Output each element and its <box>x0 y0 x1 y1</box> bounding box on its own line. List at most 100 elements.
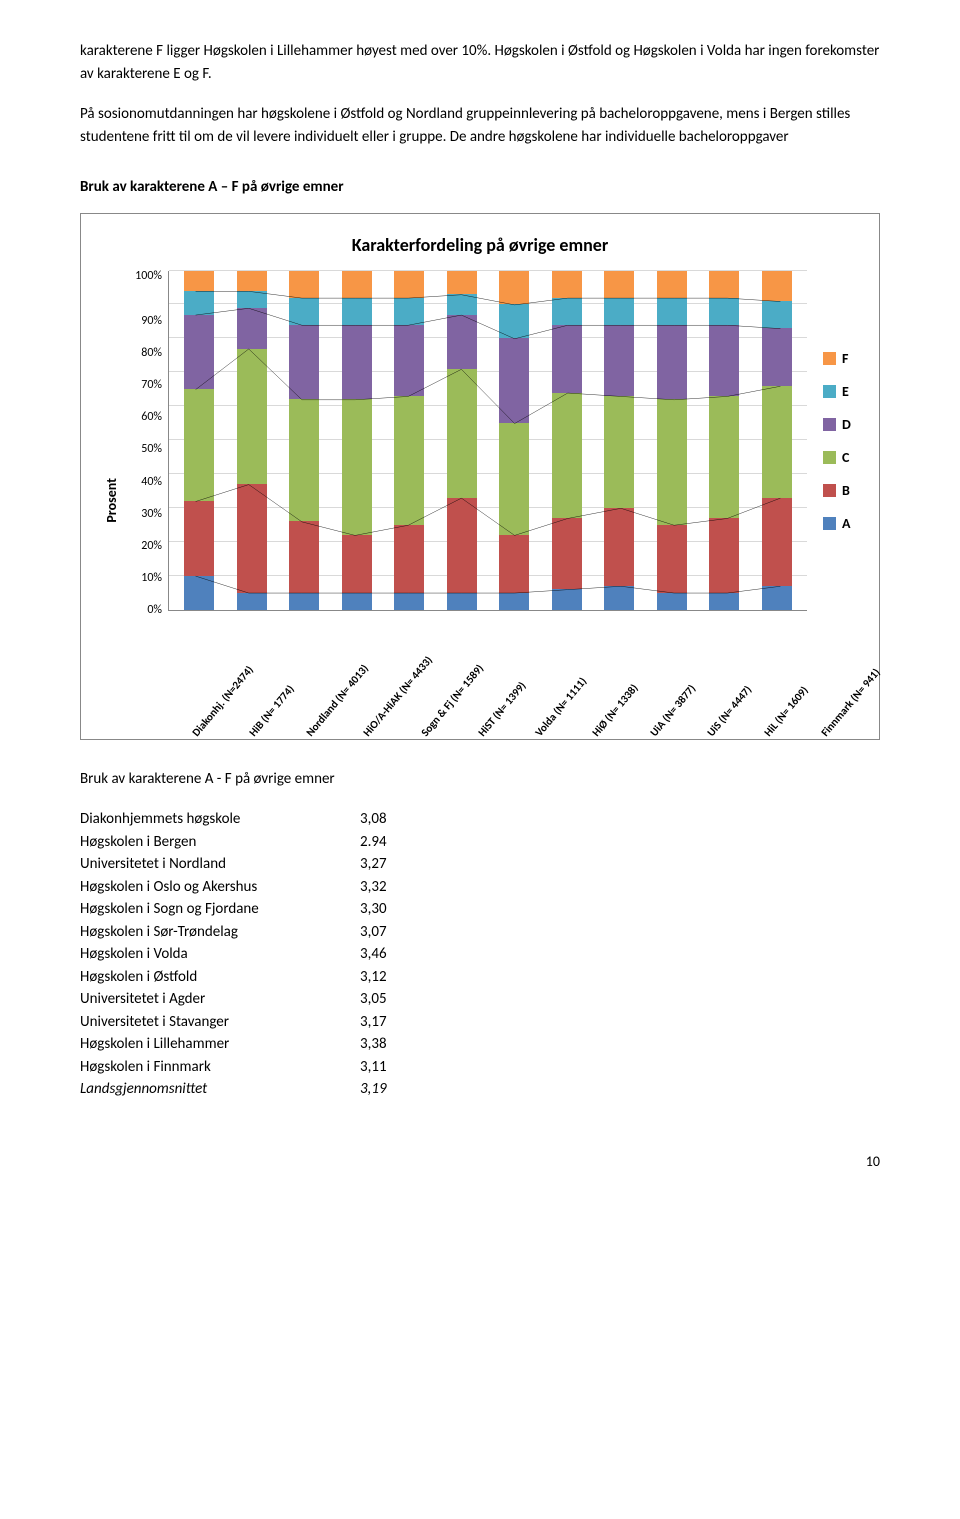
bar-segment-F <box>657 271 687 298</box>
bar-segment-D <box>342 325 372 400</box>
row-value: 3,46 <box>360 943 420 966</box>
bar-segment-D <box>604 325 634 396</box>
bar-segment-E <box>499 304 529 338</box>
y-tick: 60% <box>141 408 162 426</box>
bar-segment-B <box>709 518 739 593</box>
bar-segment-B <box>447 498 477 593</box>
bar-column <box>657 271 687 610</box>
bar-segment-A <box>499 593 529 610</box>
bar-segment-E <box>762 301 792 328</box>
bar-column <box>499 271 529 610</box>
bar-segment-D <box>552 325 582 393</box>
bar-segment-D <box>394 325 424 396</box>
bar-segment-B <box>499 535 529 593</box>
bar-segment-F <box>604 271 634 298</box>
row-label: Universitetet i Nordland <box>80 853 360 876</box>
bar-segment-D <box>762 328 792 386</box>
row-value: 3,12 <box>360 966 420 989</box>
bar-segment-B <box>762 498 792 586</box>
bar-column <box>342 271 372 610</box>
bar-segment-C <box>289 399 319 521</box>
table-row: Høgskolen i Volda3,46 <box>80 943 880 966</box>
bar-segment-F <box>762 271 792 302</box>
bar-segment-C <box>342 399 372 535</box>
legend-swatch <box>823 451 836 464</box>
bar-segment-F <box>709 271 739 298</box>
bar-segment-D <box>237 308 267 349</box>
bar-segment-E <box>184 291 214 315</box>
legend-label: E <box>842 381 849 402</box>
bar-column <box>447 271 477 610</box>
row-label: Høgskolen i Lillehammer <box>80 1033 360 1056</box>
bar-segment-B <box>604 508 634 586</box>
bar-segment-E <box>552 298 582 325</box>
bar-segment-B <box>657 525 687 593</box>
legend-item-B: B <box>823 480 863 501</box>
bar-column <box>289 271 319 610</box>
bar-segment-B <box>184 501 214 576</box>
bar-segment-F <box>289 271 319 298</box>
table-row: Landsgjennomsnittet3,19 <box>80 1078 880 1101</box>
bar-segment-A <box>289 593 319 610</box>
bar-column <box>394 271 424 610</box>
bar-segment-E <box>237 291 267 308</box>
bar-segment-C <box>184 389 214 501</box>
bar-segment-C <box>762 386 792 498</box>
row-value: 3,27 <box>360 853 420 876</box>
legend-label: B <box>842 480 850 501</box>
bar-segment-B <box>342 535 372 593</box>
table-row: Diakonhjemmets høgskole3,08 <box>80 808 880 831</box>
table-row: Høgskolen i Østfold3,12 <box>80 966 880 989</box>
bar-segment-D <box>289 325 319 400</box>
row-value: 3,19 <box>360 1078 420 1101</box>
chart-container: Karakterfordeling på øvrige emner Prosen… <box>80 213 880 740</box>
bar-segment-B <box>394 525 424 593</box>
y-tick: 90% <box>141 312 162 330</box>
chart-section-heading: Bruk av karakterene A – F på øvrige emne… <box>80 176 880 199</box>
paragraph-1: karakterene F ligger Høgskolen i Lilleha… <box>80 40 880 85</box>
bar-segment-F <box>237 271 267 291</box>
bar-segment-A <box>552 589 582 609</box>
bar-segment-C <box>237 349 267 485</box>
row-value: 3,08 <box>360 808 420 831</box>
chart-plot-area <box>168 271 807 611</box>
bar-segment-A <box>709 593 739 610</box>
legend-item-A: A <box>823 513 863 534</box>
row-label: Høgskolen i Bergen <box>80 831 360 854</box>
legend-label: C <box>842 447 849 468</box>
bar-segment-F <box>184 271 214 291</box>
row-value: 3,32 <box>360 876 420 899</box>
legend-swatch <box>823 418 836 431</box>
bar-segment-B <box>552 518 582 589</box>
chart-legend: FEDCBA <box>807 271 863 611</box>
y-tick: 100% <box>135 267 162 285</box>
table-row: Universitetet i Stavanger3,17 <box>80 1011 880 1034</box>
legend-label: A <box>842 513 850 534</box>
bar-segment-A <box>342 593 372 610</box>
table-row: Universitetet i Nordland3,27 <box>80 853 880 876</box>
table-row: Universitetet i Agder3,05 <box>80 988 880 1011</box>
row-value: 2.94 <box>360 831 420 854</box>
bar-segment-D <box>447 315 477 369</box>
bar-segment-C <box>394 396 424 525</box>
bar-segment-A <box>447 593 477 610</box>
bar-segment-A <box>184 576 214 610</box>
row-value: 3,17 <box>360 1011 420 1034</box>
bar-column <box>762 271 792 610</box>
row-label: Høgskolen i Østfold <box>80 966 360 989</box>
bar-segment-C <box>499 423 529 535</box>
bar-segment-B <box>237 484 267 592</box>
row-value: 3,05 <box>360 988 420 1011</box>
bar-segment-C <box>657 399 687 524</box>
y-tick: 30% <box>141 505 162 523</box>
bar-segment-E <box>657 298 687 325</box>
bar-column <box>552 271 582 610</box>
legend-item-C: C <box>823 447 863 468</box>
row-value: 3,11 <box>360 1056 420 1079</box>
row-label: Høgskolen i Oslo og Akershus <box>80 876 360 899</box>
bar-segment-D <box>184 315 214 390</box>
table-row: Høgskolen i Sør-Trøndelag3,07 <box>80 921 880 944</box>
bar-segment-E <box>604 298 634 325</box>
bar-segment-C <box>447 369 477 498</box>
row-label: Høgskolen i Finnmark <box>80 1056 360 1079</box>
